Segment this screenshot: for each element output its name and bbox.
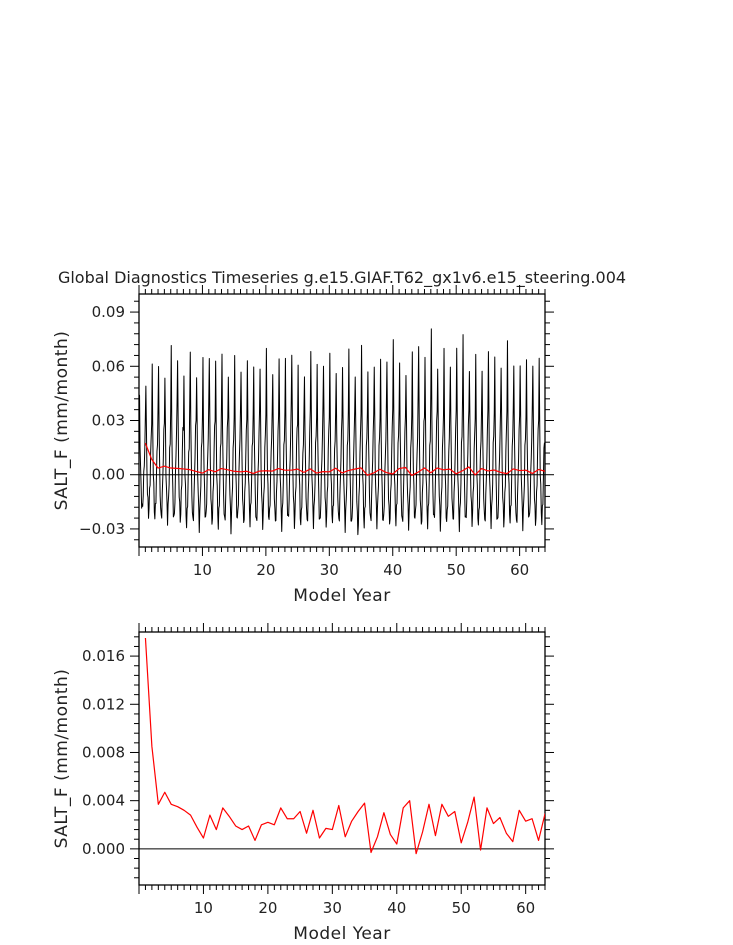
y-tick-label: 0.004 [82,792,125,810]
y-tick-label: 0.00 [92,466,125,484]
x-tick-label: 20 [258,899,277,917]
x-tick-label: 60 [510,561,529,579]
x-tick-label: 50 [447,561,466,579]
y-tick-label: −0.03 [79,520,125,538]
x-tick-label: 10 [193,561,212,579]
plot-frame [138,631,546,886]
x-tick-label: 40 [387,899,406,917]
y-tick-label: 0.012 [82,695,125,713]
bottom-panel: 10 20 30 40 50 60 0.000 0.004 0.008 0.012 0.016 Mod… [52,623,554,944]
x-tick-label: 20 [256,561,275,579]
y-tick-label: 0.06 [92,357,125,375]
y-tick-label: 0.000 [82,840,125,858]
y-tick-label: 0.03 [92,412,125,430]
y-axis-label: SALT_F (mm/month) [52,669,72,849]
x-tick-label: 40 [383,561,402,579]
y-axis-label: SALT_F (mm/month) [52,331,72,511]
x-axis-label: Model Year [293,586,390,606]
x-tick-label: 30 [323,899,342,917]
x-axis-label: Model Year [293,924,390,944]
x-tick-label: 50 [452,899,471,917]
series-line-annual [144,637,545,855]
chart-title: Global Diagnostics Timeseries g.e15.GIAF… [58,268,626,288]
series-line-monthly [139,328,545,536]
y-tick-label: 0.016 [82,647,125,665]
y-tick-label: 0.09 [92,303,125,321]
x-tick-label: 10 [194,899,213,917]
y-tick-label: 0.008 [82,743,125,761]
series-line-annual [144,442,545,477]
x-tick-label: 30 [320,561,339,579]
x-tick-label: 60 [516,899,535,917]
top-panel: 10 20 30 40 50 60 −0.03 0.00 0.03 0.06 0.09 Model Y… [52,285,554,606]
